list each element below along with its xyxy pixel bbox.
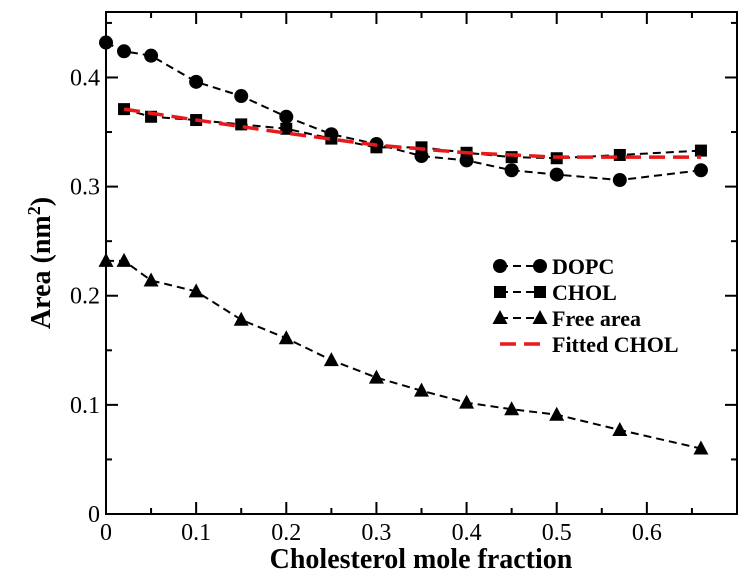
data-point-chol (325, 132, 338, 145)
y-axis-title-suffix: ) (26, 197, 57, 206)
y-tick-label: 0.3 (70, 175, 100, 201)
x-axis-title: Cholesterol mole fraction (270, 544, 573, 575)
data-point-free-area (143, 272, 159, 287)
series-free-area (98, 252, 709, 455)
legend-marker-free-area (532, 310, 548, 324)
data-point-free-area (233, 311, 249, 326)
legend-label-fitted-chol: Fitted CHOL (552, 332, 679, 357)
data-point-free-area (504, 401, 520, 416)
legend-marker-dopc (493, 259, 507, 273)
y-axis-title: Area (nm2) (24, 197, 57, 329)
data-point-chol (280, 122, 293, 135)
data-point-chol (613, 148, 626, 161)
y-tick-label: 0 (88, 502, 100, 528)
legend-label-dopc: DOPC (552, 254, 614, 279)
series-fitted-chol (123, 107, 701, 159)
data-point-free-area (323, 352, 339, 367)
data-point-dopc (144, 48, 159, 63)
series-line-free-area (106, 259, 702, 450)
data-point-chol (694, 144, 707, 157)
data-point-dopc (99, 35, 113, 50)
data-point-chol (505, 151, 518, 164)
data-point-free-area (459, 394, 475, 409)
legend-label-free-area: Free area (552, 306, 641, 331)
x-tick-label: 0.2 (271, 520, 301, 546)
data-point-dopc (234, 89, 249, 104)
data-series (98, 35, 709, 455)
data-point-free-area (414, 382, 429, 397)
axis-ticks: 0 0.1 0.2 0.3 0.4 0.5 0.6 0 0.1 0.2 0.3 0.4 (70, 12, 737, 546)
legend-marker-dopc (533, 259, 547, 273)
series-dopc (99, 35, 708, 188)
data-point-dopc (612, 173, 627, 188)
series-chol (118, 103, 707, 165)
legend-marker-chol (494, 286, 506, 298)
y-tick-label: 0.4 (70, 65, 100, 91)
x-tick-label: 0.5 (542, 520, 572, 546)
x-tick-label: 0.6 (632, 520, 662, 546)
y-tick-label: 0.2 (70, 284, 100, 310)
data-point-free-area (188, 283, 204, 298)
series-line-fitted-chol (123, 107, 701, 159)
data-point-dopc (189, 74, 204, 89)
y-axis-title-main: Area (nm (26, 215, 57, 329)
series-line-dopc (105, 41, 702, 182)
data-point-free-area (368, 369, 384, 384)
data-point-free-area (98, 252, 114, 267)
x-tick-label: 0 (100, 520, 112, 546)
data-point-dopc (693, 163, 708, 178)
legend-marker-chol (534, 286, 546, 298)
x-tick-label: 0.3 (361, 520, 391, 546)
data-point-dopc (279, 109, 294, 124)
data-point-free-area (116, 252, 132, 267)
data-point-chol (118, 103, 131, 116)
data-point-free-area (278, 330, 294, 345)
data-point-dopc (549, 167, 564, 182)
data-point-free-area (612, 421, 628, 436)
legend-label-chol: CHOL (552, 280, 617, 305)
x-tick-label: 0.4 (452, 520, 482, 546)
x-tick-label: 0.1 (181, 520, 211, 546)
data-point-free-area (693, 440, 709, 455)
y-axis-title-superscript: 2 (24, 206, 44, 215)
y-tick-label: 0.1 (70, 393, 100, 419)
data-point-dopc (117, 44, 132, 59)
legend-marker-free-area (492, 310, 508, 324)
plot-frame (105, 11, 738, 515)
data-point-dopc (504, 163, 519, 178)
data-point-free-area (549, 406, 565, 421)
